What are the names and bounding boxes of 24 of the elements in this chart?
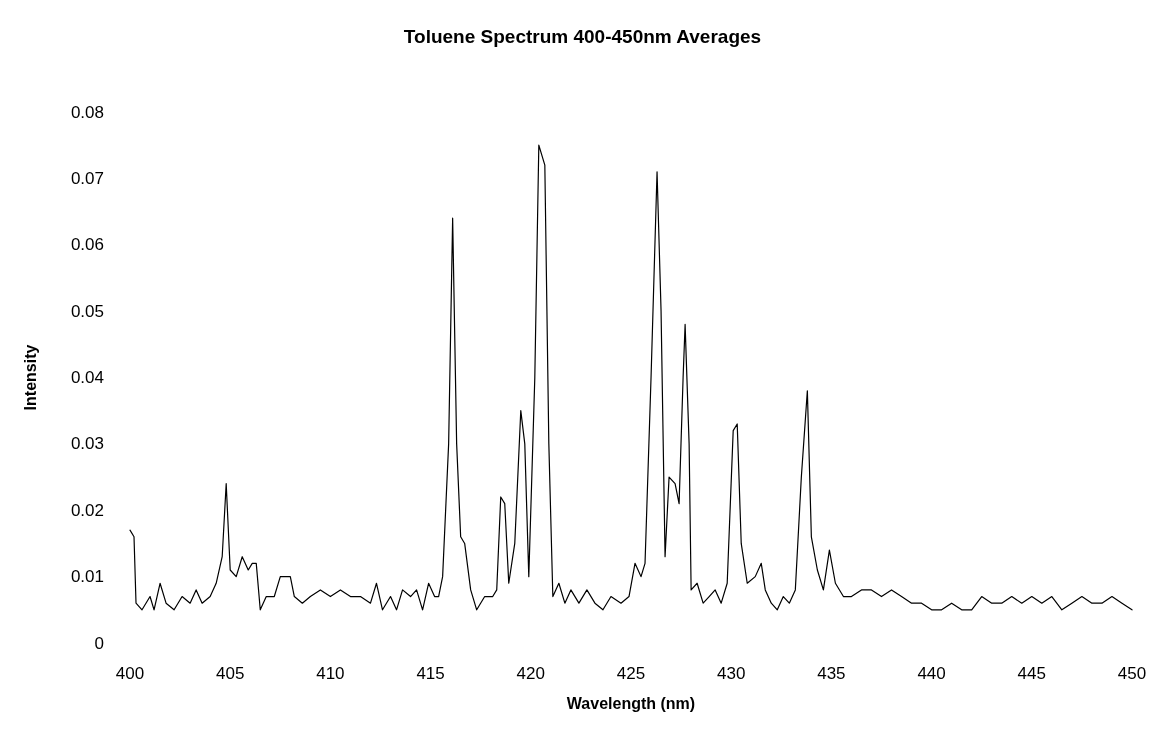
x-tick-label: 400	[115, 664, 145, 683]
y-tick-label: 0.04	[70, 368, 104, 387]
y-tick-label: 0.03	[70, 434, 104, 454]
y-axis-title: Intensity	[21, 344, 39, 411]
x-tick-label: 450	[1117, 664, 1147, 683]
x-tick-label: 410	[316, 664, 345, 683]
y-tick-label: 0	[94, 633, 104, 653]
chart-title: Toluene Spectrum 400-450nm Averages	[403, 26, 762, 47]
x-tick-label: 435	[817, 664, 846, 683]
y-tick-label: 0.02	[70, 500, 104, 520]
x-tick-label: 425	[616, 664, 646, 683]
x-tick-label: 405	[216, 664, 245, 683]
x-tick-label: 445	[1017, 664, 1046, 683]
x-tick-label: 440	[917, 664, 946, 683]
y-tick-label: 0.01	[70, 567, 104, 587]
y-tick-label: 0.05	[70, 301, 104, 321]
x-tick-label: 430	[717, 664, 746, 683]
x-tick-label: 420	[516, 664, 545, 683]
line-series	[129, 144, 1133, 611]
y-tick-label: 0.07	[70, 168, 104, 188]
y-tick-label: 0.08	[70, 102, 104, 122]
x-axis-title: Wavelength (nm)	[566, 694, 696, 712]
x-tick-label: 415	[416, 664, 445, 683]
y-tick-label: 0.06	[70, 235, 104, 255]
